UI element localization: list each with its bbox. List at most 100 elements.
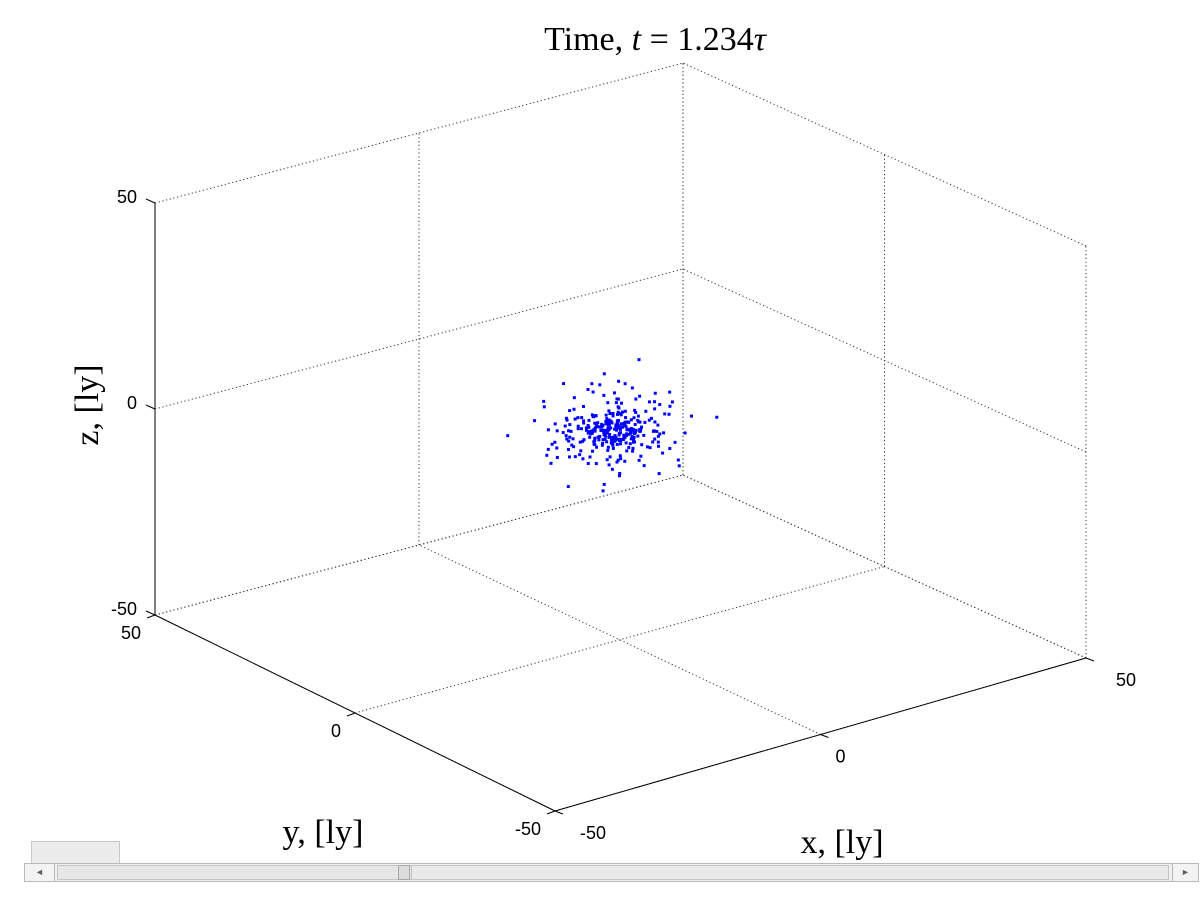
data-point: [565, 418, 569, 422]
data-point: [615, 397, 619, 401]
data-point: [668, 390, 672, 394]
data-point: [655, 429, 659, 433]
data-point: [618, 427, 622, 431]
horizontal-scrollbar[interactable]: ◄ ►: [24, 863, 1199, 882]
data-point: [658, 432, 662, 436]
data-point: [629, 431, 633, 435]
data-point: [607, 428, 611, 432]
data-point: [630, 428, 634, 432]
data-point: [602, 482, 606, 486]
figure-tab[interactable]: [31, 841, 120, 863]
data-point: [629, 418, 633, 422]
wall-grid-line: [682, 268, 1087, 453]
data-point: [616, 426, 620, 430]
data-point: [636, 418, 640, 422]
data-point: [581, 457, 585, 461]
data-point: [572, 396, 576, 400]
data-point: [605, 458, 609, 462]
data-point: [572, 445, 576, 449]
data-point: [603, 437, 607, 441]
data-point: [618, 412, 622, 416]
data-point: [586, 462, 590, 466]
data-point: [619, 401, 623, 405]
data-point: [596, 435, 600, 439]
data-point: [625, 432, 629, 436]
data-point: [617, 406, 621, 410]
data-point: [555, 455, 559, 459]
data-point: [625, 428, 629, 432]
data-point: [606, 445, 610, 449]
data-point: [653, 437, 657, 441]
y-tick-mark: [346, 712, 356, 717]
data-point: [607, 409, 611, 413]
data-point: [667, 412, 671, 416]
data-point: [582, 419, 586, 423]
arrow-left-icon[interactable]: ◄: [25, 864, 55, 881]
data-point: [618, 471, 622, 475]
data-point: [590, 429, 594, 433]
data-point: [631, 440, 635, 444]
data-point: [607, 463, 611, 467]
data-point: [617, 433, 621, 437]
data-point: [622, 433, 626, 437]
data-point: [590, 431, 594, 435]
z-tick-mark: [145, 610, 156, 616]
z-axis-label: z, [ly]: [69, 364, 106, 445]
data-point: [652, 429, 656, 433]
data-point: [593, 436, 597, 440]
data-point: [597, 438, 601, 442]
data-point: [638, 420, 642, 424]
data-point: [633, 423, 637, 427]
z-tick-mark: [145, 198, 156, 204]
data-point: [668, 447, 672, 451]
data-point: [627, 427, 631, 431]
data-point: [591, 449, 595, 453]
scrollbar-thumb[interactable]: [398, 865, 410, 880]
data-point: [571, 437, 575, 441]
scrollbar-segment-right[interactable]: [411, 865, 1169, 880]
data-point: [599, 428, 603, 432]
data-point: [615, 423, 619, 427]
data-point: [601, 489, 605, 493]
data-point: [638, 394, 642, 398]
data-point: [592, 440, 596, 444]
data-point: [619, 457, 623, 461]
data-point: [638, 429, 642, 433]
data-point: [582, 421, 586, 425]
y-tick-mark: [146, 614, 156, 619]
data-point: [584, 428, 588, 432]
data-point: [631, 446, 635, 450]
data-point: [631, 428, 635, 432]
data-point: [605, 440, 609, 444]
data-point: [621, 410, 625, 414]
data-point: [619, 437, 623, 441]
data-point: [593, 421, 597, 425]
scrollbar-segment-left[interactable]: [57, 865, 421, 880]
data-point: [662, 431, 666, 435]
data-point: [632, 416, 636, 420]
data-point: [601, 441, 605, 445]
y-tick-mark: [546, 810, 556, 815]
data-point: [600, 443, 604, 447]
data-point: [715, 415, 719, 419]
arrow-right-icon[interactable]: ►: [1172, 864, 1198, 881]
data-point: [615, 460, 619, 464]
data-point: [598, 434, 602, 438]
data-point: [549, 461, 553, 465]
data-point: [636, 434, 640, 438]
data-point: [625, 449, 629, 453]
data-point: [651, 440, 655, 444]
data-point: [588, 435, 592, 439]
data-point: [611, 414, 615, 418]
data-point: [587, 425, 591, 429]
data-point: [605, 417, 609, 421]
data-point: [611, 411, 615, 415]
data-point: [617, 424, 621, 428]
data-point: [606, 401, 610, 405]
data-point: [567, 439, 571, 443]
data-point: [579, 449, 583, 453]
y-tick-label: 0: [331, 721, 341, 741]
data-point: [608, 411, 612, 415]
data-point: [637, 458, 641, 462]
